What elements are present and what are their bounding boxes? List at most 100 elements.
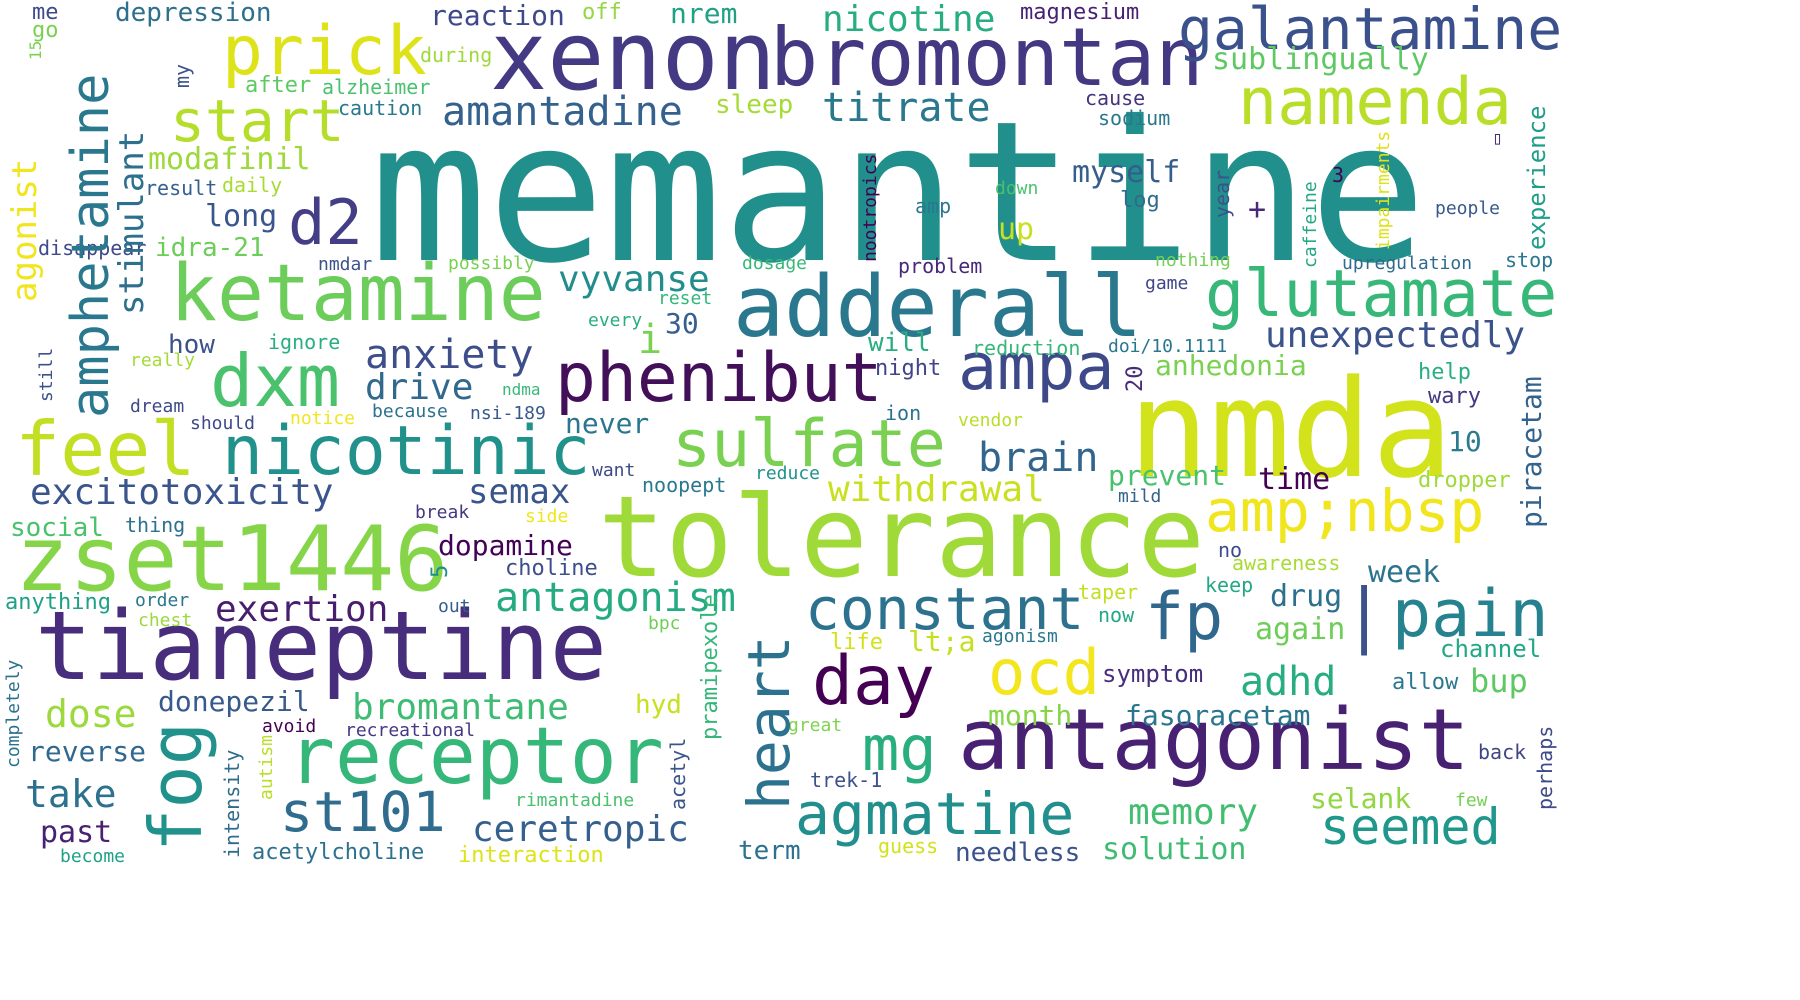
word-fog: fog [134,721,218,852]
word-feel: feel [15,405,196,493]
word-adderall: adderall [733,258,1143,357]
word-ampa: ampa [958,330,1115,405]
word-year: year [1210,169,1234,218]
word-sulfate: sulfate [672,407,946,482]
word-go: go [32,18,59,43]
word-fasoracetam: fasoracetam [1125,699,1311,732]
word-want: want [592,460,636,481]
word-nicotine: nicotine [822,0,996,40]
word-cause: cause [1085,86,1146,110]
word-st101: st101 [280,780,446,844]
word-allow: allow [1392,670,1459,695]
word-because: because [372,401,448,422]
word-week: week [1368,555,1441,590]
word-selank: selank [1310,782,1412,815]
word-nicotinic: nicotinic [222,412,591,491]
word-tolerance: tolerance [598,473,1205,603]
word-after: after [245,73,312,98]
word-sublingually: sublingually [1212,42,1429,77]
word-anhedonia: anhedonia [1155,349,1307,382]
word-excitotoxicity: excitotoxicity [30,472,334,513]
word-galantamine: galantamine [1178,0,1563,63]
word-term: term [738,836,801,866]
word-trek-1: trek-1 [810,768,883,792]
word-time: time [1258,462,1331,497]
word-reset: reset [658,288,713,309]
word-life: life [830,630,883,655]
word-again: again [1255,612,1346,647]
word-antagonist: antagonist [958,691,1470,790]
word-amp: amp [915,194,952,218]
word-exertion: exertion [215,589,389,630]
word-fp: fp [1145,580,1224,655]
word-people: people [1435,198,1501,219]
word-ndma: ndma [502,380,541,399]
word-seemed: seemed [1320,798,1501,856]
word-caution: caution [338,96,423,120]
word-take: take [25,772,117,816]
word-disappear: disappear [38,236,147,260]
word-mg: mg [862,712,937,785]
word-order: order [135,590,190,611]
word-magnesium: magnesium [1020,0,1140,25]
word-month: month [988,699,1073,732]
word-game: game [1145,273,1189,294]
word-down: down [995,178,1039,199]
word-nothing: nothing [1155,250,1231,271]
word-nootropics: nootropics [860,153,881,262]
word-out: out [438,596,471,617]
word-pain: pain [1392,577,1549,652]
word-stop: stop [1505,248,1554,272]
word-reverse: reverse [28,735,147,768]
word-keep: keep [1205,573,1254,597]
word-acetyl: acetyl [666,737,690,810]
word-still: still [36,347,57,402]
word-long: long [205,199,278,234]
word-sodium: sodium [1098,106,1171,130]
word-autism: autism [256,734,277,800]
word-me: me [32,0,59,25]
word-start: start [170,87,345,155]
word-awareness: awareness [1232,551,1341,575]
word-anything: anything [5,590,111,615]
word-pramipexole: pramipexole [698,594,723,740]
word-never: never [565,407,650,440]
word-rimantadine: rimantadine [515,790,635,811]
word-will: will [868,328,931,358]
word-social: social [10,513,104,543]
word-intensity: intensity [220,749,244,858]
word-titrate: titrate [822,85,991,131]
word-xenon: xenon [490,2,776,112]
word-nmdar: nmdar [318,254,373,275]
word-ceretropic: ceretropic [472,809,689,850]
word-become: become [60,846,126,867]
word-completely: completely [3,659,24,768]
word-few: few [1455,790,1488,811]
word-constant: constant [805,575,1085,643]
word-avoid: avoid [262,716,317,737]
word-bpc: bpc [648,613,681,634]
word-caffeine: caffeine [1300,181,1321,268]
word-channel: channel [1440,635,1542,663]
word-side: side [525,506,569,527]
word-acetylcholine: acetylcholine [252,840,425,865]
word-bup: bup [1470,662,1528,700]
word-brain: brain [978,435,1099,481]
word-heart: heart [735,635,803,810]
word-result: result [145,176,218,200]
word-idra-21: idra-21 [155,233,265,263]
word-reduce: reduce [755,463,821,484]
word-impairments: impairments [1373,130,1394,250]
word-amphetamine: amphetamine [61,73,121,418]
word-prevent: prevent [1108,459,1227,492]
word-dream: dream [130,396,185,417]
word-off: off [582,0,622,25]
word-phenibut: phenibut [555,339,883,418]
word-ignore: ignore [268,330,341,354]
word-experience: experience [1523,105,1551,251]
word-ketamine: ketamine [170,249,546,339]
word-donepezil: donepezil [158,685,310,718]
word-ion: ion [885,401,922,425]
word-30: 30 [665,307,699,340]
